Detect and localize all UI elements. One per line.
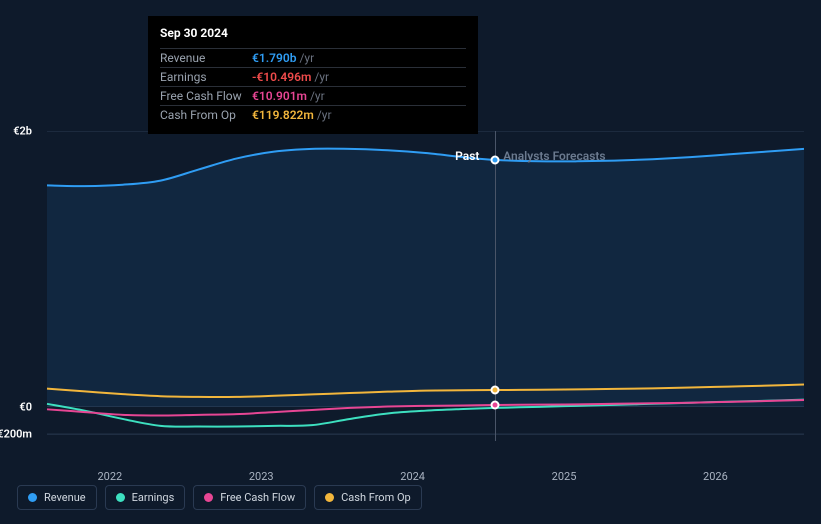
legend-item-earnings[interactable]: Earnings xyxy=(105,485,186,510)
past-label: Past xyxy=(455,149,479,163)
tooltip-metric-label: Earnings xyxy=(160,70,252,84)
tooltip-unit: /yr xyxy=(317,108,332,122)
financials-chart: €2b€0-€200m 20222023202420252026 Past An… xyxy=(17,131,804,461)
y-axis-label: -€200m xyxy=(0,428,32,441)
legend-swatch xyxy=(116,493,125,502)
y-axis-label: €2b xyxy=(0,125,32,138)
tooltip-metric-value: €1.790b xyxy=(252,51,296,65)
x-axis-label: 2023 xyxy=(249,470,274,483)
legend-item-revenue[interactable]: Revenue xyxy=(17,485,97,510)
tooltip-metric-value: €10.901m xyxy=(252,89,307,103)
legend-swatch xyxy=(204,493,213,502)
y-axis-label: €0 xyxy=(0,400,32,413)
legend: Revenue Earnings Free Cash Flow Cash From O… xyxy=(17,485,422,510)
marker-fcf xyxy=(491,401,500,410)
tooltip-unit: /yr xyxy=(314,70,329,84)
marker-revenue xyxy=(491,155,500,164)
x-axis-label: 2022 xyxy=(97,470,122,483)
forecast-label: Analysts Forecasts xyxy=(503,149,605,163)
tooltip-metric-label: Revenue xyxy=(160,51,252,65)
legend-label: Earnings xyxy=(132,491,175,504)
legend-label: Free Cash Flow xyxy=(220,491,295,504)
tooltip-unit: /yr xyxy=(299,51,314,65)
x-axis-label: 2026 xyxy=(703,470,728,483)
tooltip-row: Earnings-€10.496m/yr xyxy=(160,67,466,86)
legend-swatch xyxy=(28,493,37,502)
tooltip-row: Revenue€1.790b/yr xyxy=(160,48,466,67)
tooltip-metric-value: -€10.496m xyxy=(252,70,311,84)
legend-item-free-cash-flow[interactable]: Free Cash Flow xyxy=(193,485,306,510)
legend-label: Revenue xyxy=(44,491,86,504)
tooltip-metric-value: €119.822m xyxy=(252,108,314,122)
x-axis-label: 2024 xyxy=(400,470,425,483)
tooltip-date: Sep 30 2024 xyxy=(160,26,466,44)
chart-svg xyxy=(17,131,804,461)
tooltip-metric-label: Cash From Op xyxy=(160,108,252,122)
tooltip-row: Free Cash Flow€10.901m/yr xyxy=(160,86,466,105)
x-axis-label: 2025 xyxy=(552,470,577,483)
tooltip-box: Sep 30 2024 Revenue€1.790b/yrEarnings-€1… xyxy=(148,16,478,134)
legend-label: Cash From Op xyxy=(341,491,411,504)
tooltip-unit: /yr xyxy=(310,89,325,103)
legend-item-cash-from-op[interactable]: Cash From Op xyxy=(314,485,422,510)
tooltip-metric-label: Free Cash Flow xyxy=(160,89,252,103)
marker-cfo xyxy=(491,386,500,395)
tooltip-row: Cash From Op€119.822m/yr xyxy=(160,105,466,124)
legend-swatch xyxy=(325,493,334,502)
